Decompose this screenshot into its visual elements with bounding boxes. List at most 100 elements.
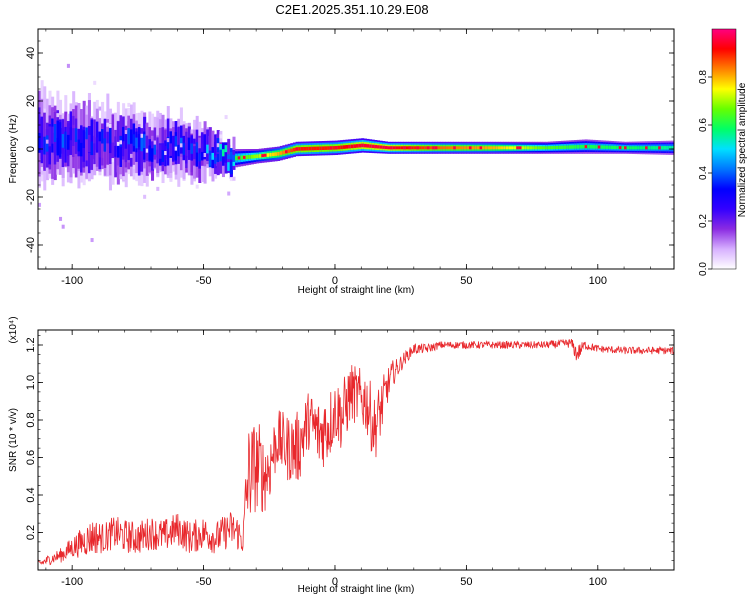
spectrogram-noise-speck	[203, 152, 207, 157]
spectrogram-cell	[621, 146, 625, 150]
spectrogram-cell	[566, 145, 570, 149]
spectrogram-cell	[253, 154, 257, 159]
spectrogram-cell	[652, 146, 657, 150]
spectrogram-cell	[85, 131, 89, 161]
spectrogram-cell	[172, 135, 176, 146]
colorbar-ticks: 0.0 0.2 0.4 0.6 0.8	[698, 70, 712, 276]
spectrogram-cell	[148, 145, 152, 161]
spectrogram-noise-speck	[90, 238, 94, 243]
spectrogram-cell	[51, 126, 55, 144]
spectrogram-peak	[285, 150, 289, 154]
snr-y-ticks: 0.2 0.4 0.6 0.8 1.0 1.2	[25, 335, 674, 561]
spectrogram-peak	[518, 146, 522, 150]
spectrogram-cell	[631, 146, 635, 150]
spectrogram-cell	[497, 146, 501, 150]
spectrogram-cell	[363, 143, 367, 148]
colorbar-gradient	[711, 28, 737, 270]
spectrogram-noise-speck	[158, 166, 162, 171]
spectrogram-cell	[421, 146, 425, 150]
snr-frame	[37, 329, 675, 571]
spectrogram-cell	[72, 128, 76, 146]
spectrogram-cell	[405, 146, 409, 150]
spectrogram-cell	[95, 137, 99, 150]
spectrogram-peak	[361, 143, 365, 147]
spectrogram-cell	[379, 145, 383, 149]
spectrogram-cell	[214, 134, 218, 163]
spectrogram-cell	[158, 144, 162, 159]
spectrogram-peak	[432, 146, 436, 150]
spectrogram-cell	[647, 146, 651, 150]
spectrogram-cell	[571, 145, 575, 149]
spectrogram-cell	[639, 146, 643, 150]
spectrogram-cell	[101, 129, 105, 144]
spectrogram-cell	[324, 146, 328, 150]
spectrogram-noise-speck	[106, 122, 110, 127]
spectrogram-cell	[200, 143, 204, 160]
spectrogram-cell	[663, 146, 667, 150]
snr-y-tick-label: 1.2	[25, 337, 37, 352]
spectrogram-cell	[132, 134, 136, 146]
spectrogram-peak	[597, 145, 601, 149]
spectrogram-peak	[237, 156, 241, 160]
spectrogram-cell	[392, 146, 396, 150]
spectrogram-cell	[135, 137, 139, 149]
spectrogram-cell	[221, 149, 225, 157]
colorbar-label: Normalized spectral amplitude	[737, 82, 748, 217]
spectrogram-cell	[313, 146, 317, 151]
spectrogram-noise-speck	[153, 140, 157, 145]
spectrogram-cell	[179, 137, 183, 148]
spectrogram-cell	[127, 131, 131, 161]
spectrogram-cell	[655, 146, 659, 150]
snr-y-axis-label: SNR (10 * v/v)	[8, 408, 19, 472]
spectrogram-x-tick-label: -100	[61, 275, 83, 287]
spectrogram-cell	[442, 146, 446, 150]
spectrogram-cell	[292, 147, 296, 152]
spectrogram-cell	[127, 128, 131, 145]
spectrogram-cell	[350, 144, 354, 149]
spectrogram-cell	[463, 146, 467, 150]
spectrogram-cell	[240, 155, 244, 160]
spectrogram-cell	[98, 141, 102, 158]
spectrogram-cell	[169, 143, 173, 156]
spectrogram-noise-speck	[66, 63, 70, 68]
spectrogram-cell	[245, 155, 249, 160]
spectrogram-cell	[524, 146, 528, 150]
spectrogram-cell	[206, 146, 210, 161]
spectrogram-cell	[429, 146, 433, 150]
spectrogram-x-tick-label: 100	[589, 275, 607, 287]
spectrogram-noise-speck	[111, 158, 115, 163]
spectrogram-cell	[608, 145, 612, 149]
spectrogram-panel: -100 -50 0 50 100 -40 -20 0 20 40 Height of stra…	[8, 28, 675, 296]
spectrogram-cell	[80, 125, 84, 154]
spectrogram-cell	[413, 146, 417, 150]
spectrogram-cell	[221, 148, 225, 166]
spectrogram-peak	[264, 153, 268, 157]
snr-x-ticks: -100 -50 0 50 100	[45, 330, 651, 588]
spectrogram-cell	[369, 144, 373, 148]
spectrogram-cell	[124, 132, 128, 149]
spectrogram-cell	[398, 146, 402, 150]
spectrogram-cell	[395, 146, 399, 150]
spectrogram-cell	[158, 127, 162, 158]
spectrogram-noise-speck	[119, 140, 123, 145]
spectrogram-cell	[224, 145, 228, 153]
spectrogram-peak	[416, 146, 420, 150]
spectrogram-noise-speck	[227, 191, 231, 196]
spectrogram-cell	[198, 153, 202, 162]
spectrogram-cell	[106, 132, 110, 165]
spectrogram-cell	[487, 146, 491, 150]
spectrogram-x-ticks: -100 -50 0 50 100	[45, 29, 651, 287]
spectrogram-y-tick-label: 20	[25, 95, 37, 107]
spectrogram-cell	[377, 145, 381, 149]
spectrogram-cell	[156, 137, 160, 158]
spectrogram-cell	[279, 151, 283, 155]
spectrogram-noise-speck	[229, 177, 233, 182]
spectrogram-noise-speck	[140, 133, 144, 138]
spectrogram-cell	[437, 146, 441, 150]
spectrogram-cell	[505, 146, 509, 150]
spectrogram-cell	[103, 118, 107, 151]
spectrogram-cell	[69, 127, 73, 141]
spectrogram-peak	[334, 146, 338, 150]
spectrogram-noise-speck	[166, 138, 170, 143]
spectrogram-cell	[327, 146, 331, 150]
